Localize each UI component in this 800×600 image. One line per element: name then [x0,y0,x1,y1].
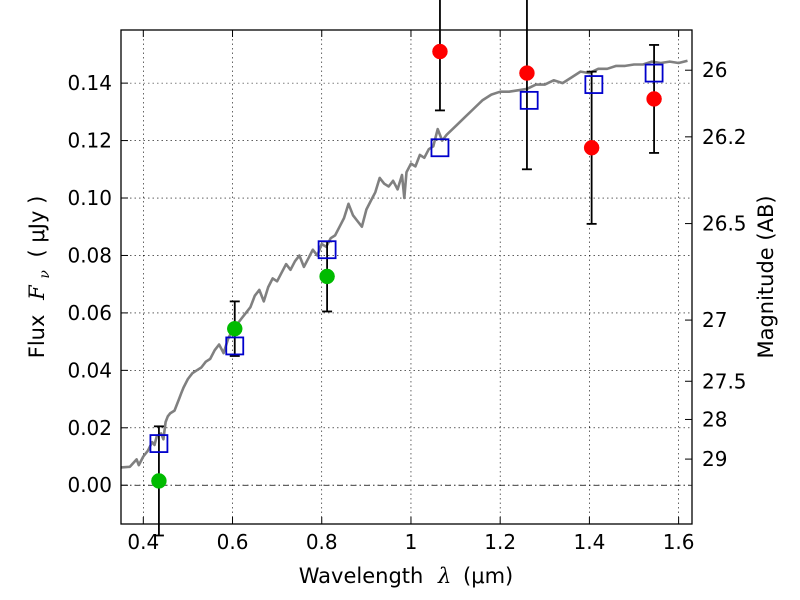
x-axis-label-text: Wavelength [299,564,424,588]
y-tick-label: 0.04 [67,358,112,382]
grid [121,30,692,524]
y-axis-label-symbol: F [25,284,49,301]
model-point [225,336,245,356]
model-point [644,63,664,83]
model-point [317,240,337,260]
y-tick-label: 0.00 [67,473,112,497]
y-tick-label: 0.02 [67,416,112,440]
template-spectrum [120,59,688,469]
right-tick-label: 27 [702,308,727,332]
right-tick-label: 29 [702,447,727,471]
plot-frame [120,29,693,525]
tick-labels: 0.4 0.6 0.8 1 1.2 1.4 1.6 0.00 0.02 0.04 0.06 0.08 0… [67,58,746,554]
x-tick-label: 1.6 [663,530,695,554]
data-markers [149,43,664,489]
near-infrared-point [646,91,662,107]
near-infrared-point [519,65,535,81]
right-tick-label: 28 [702,407,727,431]
x-tick-label: 0.8 [306,530,338,554]
y-tick-label: 0.10 [67,186,112,210]
optical-point [319,268,335,285]
optical-point [227,320,243,337]
y-tick-label: 0.12 [67,129,112,153]
model-point [584,75,604,94]
y-tick-label: 0.08 [67,243,112,267]
near-infrared-point [583,140,600,156]
right-tick-label: 26.5 [702,212,747,236]
y-axis-label-subscript: ν [37,270,53,279]
y-axis-label-unit: ( μJy ) [25,196,49,258]
model-point [149,434,169,453]
x-axis-label-symbol: λ [437,564,451,588]
axis-ticks [121,30,692,524]
model-point [519,90,539,110]
optical-point [151,473,167,489]
x-tick-label: 1.2 [484,530,516,554]
y-axis-label-text: Flux [25,315,49,359]
x-tick-label: 1 [405,530,418,554]
y-tick-label: 0.14 [67,71,112,95]
y-axis-label: Flux F ν ( μJy ) [25,196,54,359]
right-tick-label: 27.5 [702,369,747,393]
near-infrared-point [432,43,448,60]
y-tick-label: 0.06 [67,301,112,325]
template-spectrum-line [120,59,688,469]
x-tick-label: 0.4 [127,530,159,554]
error-bars [153,0,660,537]
x-tick-label: 1.4 [573,530,605,554]
x-axis-label: Wavelength λ (μm) [299,564,513,588]
x-axis-label-unit: (μm) [463,564,513,588]
model-point [430,138,450,158]
right-axis-label: Magnitude (AB) [754,195,778,358]
x-tick-label: 0.6 [217,530,249,554]
right-tick-label: 26 [702,58,727,82]
right-tick-label: 26.2 [702,125,747,149]
